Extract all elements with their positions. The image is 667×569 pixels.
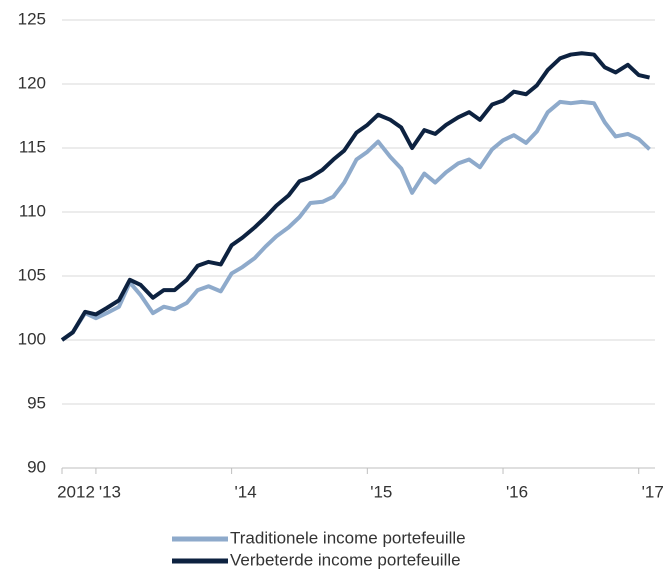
legend-label: Traditionele income portefeuille xyxy=(230,528,466,547)
y-tick-label: 105 xyxy=(18,265,46,284)
series-line xyxy=(60,99,651,342)
x-tick-label: '14 xyxy=(235,482,257,501)
y-tick-label: 90 xyxy=(27,457,46,476)
y-tick-label: 95 xyxy=(27,393,46,412)
x-tick-label: '17 xyxy=(642,482,664,501)
x-tick-label: 2012 xyxy=(57,482,95,501)
x-tick-label: '16 xyxy=(506,482,528,501)
y-tick-label: 125 xyxy=(18,9,46,28)
y-tick-label: 120 xyxy=(18,73,46,92)
legend-label: Verbeterde income portefeuille xyxy=(230,550,461,569)
series-line xyxy=(60,51,651,342)
y-tick-label: 100 xyxy=(18,329,46,348)
y-tick-label: 110 xyxy=(19,201,46,220)
x-tick-label: '13 xyxy=(99,482,121,501)
y-tick-label: 115 xyxy=(19,137,46,156)
x-tick-label: '15 xyxy=(370,482,392,501)
